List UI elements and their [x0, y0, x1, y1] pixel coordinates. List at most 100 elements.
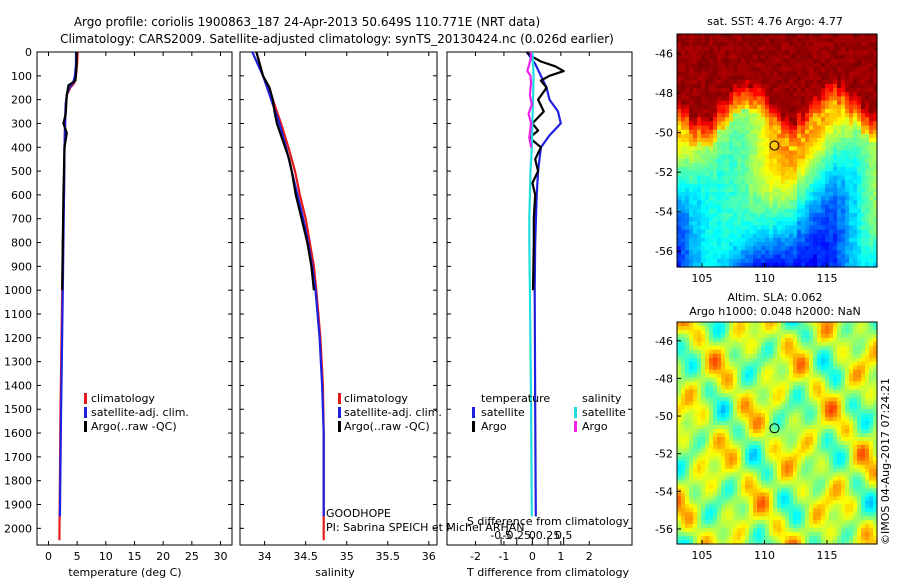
heatmap-cell	[797, 429, 802, 434]
heatmap-cell	[697, 171, 702, 177]
heatmap-cell	[781, 433, 786, 438]
heatmap-cell	[717, 146, 722, 152]
heatmap-cell	[865, 468, 870, 474]
heatmap-cell	[689, 142, 694, 147]
heatmap-cell	[677, 349, 682, 355]
heatmap-cell	[849, 221, 854, 226]
heatmap-cell	[869, 204, 874, 210]
heatmap-cell	[789, 38, 794, 43]
heatmap-cell	[853, 456, 858, 462]
heatmap-cell	[753, 250, 758, 256]
heatmap-cell	[873, 229, 878, 235]
heatmap-cell	[849, 167, 854, 172]
heatmap-cell	[681, 258, 686, 264]
heatmap-cell	[841, 325, 846, 331]
heatmap-cell	[721, 460, 726, 466]
s-tick-label: 0.25	[536, 529, 561, 542]
heatmap-cell	[733, 436, 738, 442]
heatmap-cell	[689, 440, 694, 446]
heatmap-cell	[865, 429, 870, 434]
heatmap-cell	[853, 50, 858, 56]
heatmap-cell	[681, 405, 686, 410]
heatmap-cell	[677, 369, 682, 375]
heatmap-cell	[737, 405, 742, 410]
heatmap-cell	[793, 46, 798, 52]
heatmap-cell	[765, 150, 770, 156]
heatmap-cell	[873, 204, 878, 210]
heatmap-cell	[861, 333, 866, 339]
heatmap-cell	[729, 365, 734, 371]
heatmap-cell	[825, 385, 830, 390]
heatmap-cell	[857, 75, 862, 81]
heatmap-cell	[825, 183, 830, 189]
heatmap-cell	[857, 96, 862, 102]
heatmap-cell	[801, 401, 806, 406]
heatmap-cell	[873, 381, 878, 387]
heatmap-cell	[689, 42, 694, 48]
heatmap-cell	[685, 452, 690, 458]
heatmap-cell	[777, 183, 782, 189]
heatmap-cell	[753, 468, 758, 474]
heatmap-cell	[801, 167, 806, 172]
heatmap-cell	[857, 229, 862, 235]
heatmap-cell	[825, 187, 830, 193]
heatmap-cell	[685, 50, 690, 56]
heatmap-cell	[845, 369, 850, 375]
heatmap-cell	[681, 162, 686, 168]
x-tick-label: 35	[340, 550, 354, 563]
heatmap-cell	[741, 42, 746, 48]
heatmap-cell	[753, 167, 758, 172]
heatmap-cell	[773, 79, 778, 85]
heatmap-cell	[741, 162, 746, 168]
heatmap-cell	[789, 221, 794, 226]
heatmap-cell	[681, 46, 686, 52]
heatmap-cell	[729, 34, 734, 39]
heatmap-cell	[849, 329, 854, 335]
heatmap-cell	[793, 237, 798, 243]
heatmap-cell	[757, 225, 762, 231]
heatmap-cell	[749, 58, 754, 64]
heatmap-cell	[797, 325, 802, 331]
heatmap-cell	[753, 246, 758, 251]
heatmap-cell	[765, 204, 770, 210]
heatmap-cell	[865, 67, 870, 73]
heatmap-cell	[817, 425, 822, 430]
heatmap-cell	[741, 221, 746, 226]
heatmap-cell	[713, 129, 718, 135]
heatmap-cell	[829, 413, 834, 418]
heatmap-cell	[817, 429, 822, 434]
heatmap-cell	[697, 179, 702, 185]
heatmap-cell	[681, 237, 686, 243]
heatmap-cell	[753, 405, 758, 410]
heatmap-cell	[853, 262, 858, 268]
heatmap-cell	[857, 212, 862, 218]
heatmap-cell	[837, 397, 842, 402]
heatmap-cell	[801, 381, 806, 387]
heatmap-cell	[813, 154, 818, 160]
heatmap-cell	[741, 96, 746, 102]
heatmap-cell	[769, 345, 774, 351]
heatmap-cell	[773, 96, 778, 102]
heatmap-cell	[689, 413, 694, 418]
heatmap-cell	[753, 456, 758, 462]
heatmap-cell	[769, 349, 774, 355]
heatmap-cell	[693, 233, 698, 239]
heatmap-cell	[833, 440, 838, 446]
heatmap-cell	[781, 150, 786, 156]
heatmap-cell	[821, 444, 826, 450]
heatmap-cell	[837, 117, 842, 122]
heatmap-cell	[817, 250, 822, 256]
heatmap-cell	[741, 254, 746, 260]
heatmap-cell	[825, 369, 830, 375]
heatmap-cell	[697, 345, 702, 351]
heatmap-cell	[709, 225, 714, 231]
heatmap-cell	[785, 242, 790, 247]
heatmap-cell	[809, 104, 814, 110]
heatmap-cell	[797, 250, 802, 256]
heatmap-cell	[749, 440, 754, 446]
heatmap-cell	[749, 405, 754, 410]
heatmap-cell	[709, 75, 714, 81]
heatmap-cell	[709, 250, 714, 256]
heatmap-cell	[677, 229, 682, 235]
heatmap-cell	[721, 58, 726, 64]
